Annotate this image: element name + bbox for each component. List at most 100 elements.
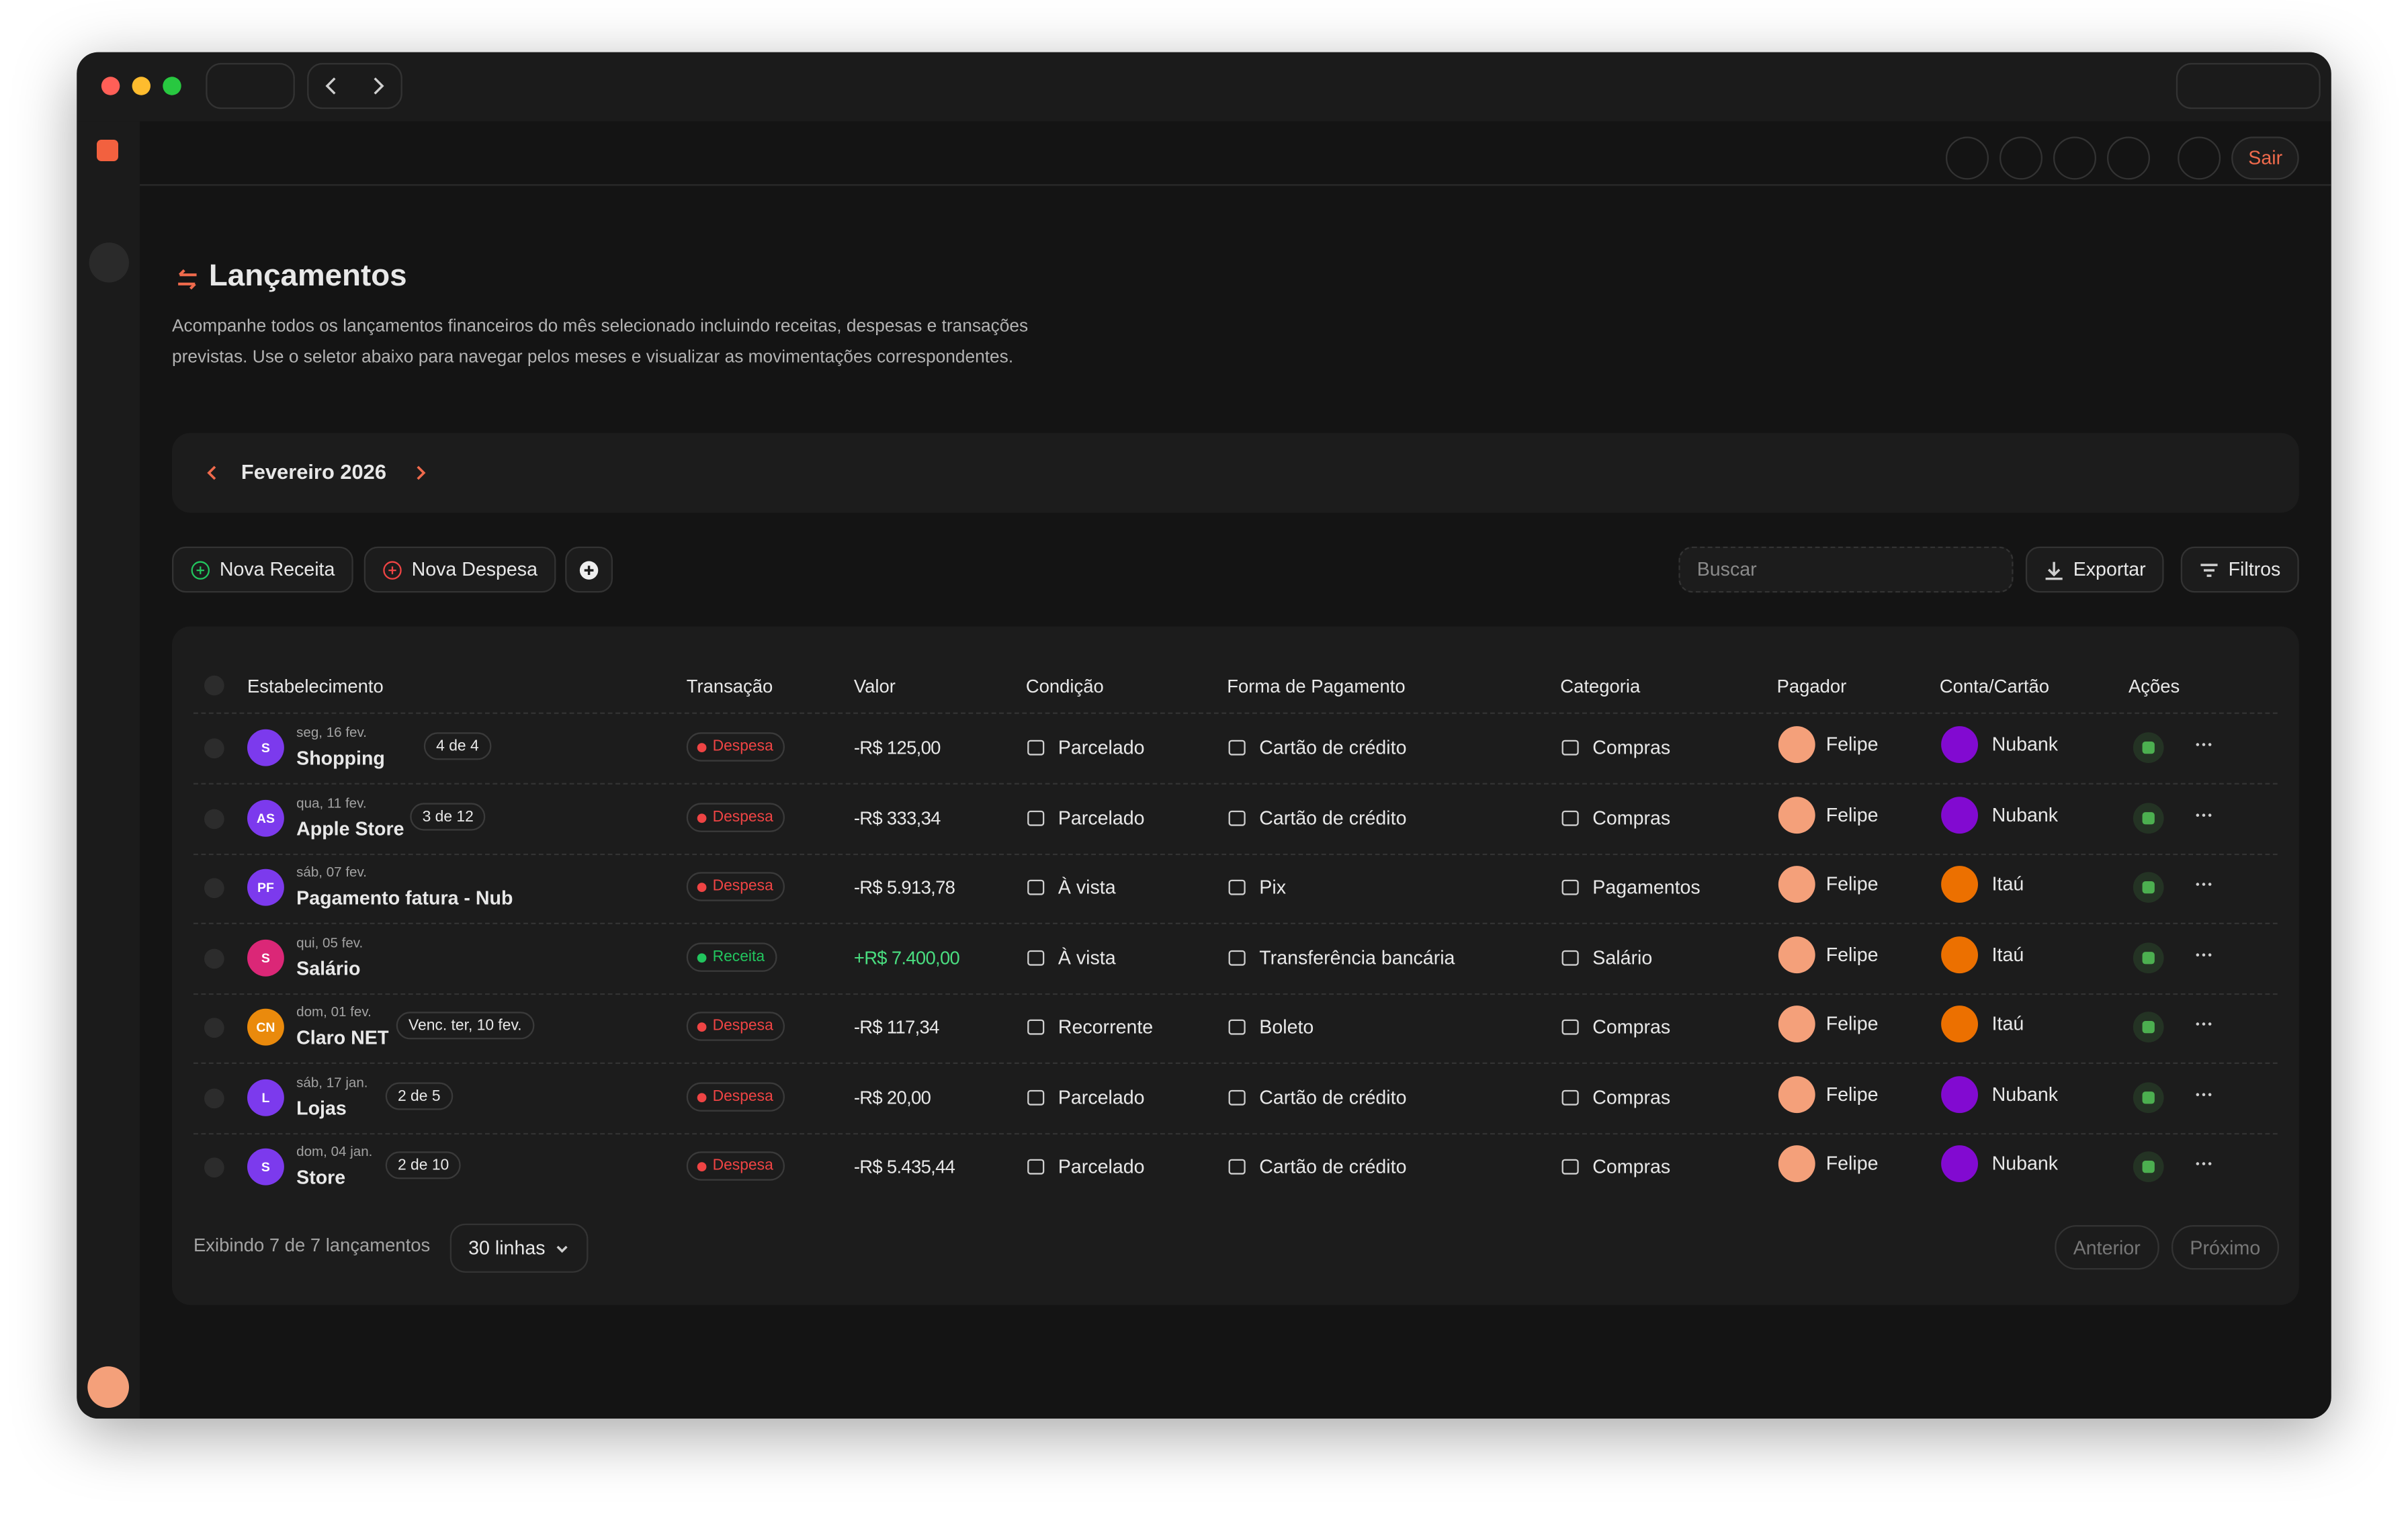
icon xyxy=(1027,1159,1045,1175)
plus-icon xyxy=(191,560,210,579)
more-button[interactable] xyxy=(2193,734,2214,756)
navigation-buttons[interactable] xyxy=(307,62,402,109)
main: Sair Lançamentos Acompanhe todos os lanç… xyxy=(139,121,2331,1419)
more-button[interactable] xyxy=(2193,804,2214,825)
payer-avatar xyxy=(1778,1075,1815,1112)
privacy-button[interactable] xyxy=(2053,136,2096,180)
new-income-button[interactable]: Nova Receita xyxy=(171,546,353,593)
more-button[interactable] xyxy=(2193,1153,2214,1175)
status-dot xyxy=(697,883,707,892)
status-dot xyxy=(697,1162,707,1171)
notifications-button[interactable] xyxy=(1945,136,1989,180)
icon xyxy=(1561,1159,1579,1175)
approve-button[interactable] xyxy=(2133,872,2164,903)
thumb-icon xyxy=(2142,1020,2155,1034)
payer-avatar xyxy=(1778,936,1815,973)
next-button[interactable]: Próximo xyxy=(2171,1224,2279,1270)
row-divider xyxy=(193,852,2278,854)
approve-button[interactable] xyxy=(2133,942,2164,973)
row-badge: 2 de 5 xyxy=(385,1081,453,1110)
more-button[interactable] xyxy=(2193,1083,2214,1105)
more-button[interactable] xyxy=(2193,944,2214,965)
row-condition: Recorrente xyxy=(1058,1016,1154,1038)
row-name: Apple Store xyxy=(296,817,404,840)
icon xyxy=(1228,879,1246,895)
row-condition: À vista xyxy=(1058,946,1116,969)
transaction-pill: Despesa xyxy=(686,872,786,901)
row-checkbox[interactable] xyxy=(204,1087,224,1108)
status-dot xyxy=(697,1022,707,1032)
dot xyxy=(2202,743,2206,746)
account-logo xyxy=(1941,796,1978,833)
chevron xyxy=(556,1245,568,1253)
approve-button[interactable] xyxy=(2133,802,2164,833)
theme-button[interactable] xyxy=(2106,136,2150,180)
icon xyxy=(1027,809,1045,825)
thumb-icon xyxy=(2142,811,2155,824)
exit-button[interactable]: Sair xyxy=(2231,136,2300,180)
sidebar xyxy=(77,121,140,1419)
feedback-button[interactable] xyxy=(2178,136,2221,180)
account-logo xyxy=(1941,1075,1978,1112)
row-divider xyxy=(193,783,2278,785)
previous-month[interactable] xyxy=(203,463,221,482)
minimize-button[interactable] xyxy=(132,77,150,95)
approve-button[interactable] xyxy=(2133,732,2164,763)
avatar: S xyxy=(247,729,284,766)
column-header: Condição xyxy=(1025,675,1104,697)
avatar: AS xyxy=(247,799,284,836)
row-condition: Parcelado xyxy=(1058,807,1145,829)
new-expense-button[interactable]: Nova Despesa xyxy=(363,546,556,593)
filters-button[interactable]: Filtros xyxy=(2180,546,2299,593)
row-date: qui, 05 fev. xyxy=(296,934,363,950)
icon xyxy=(1228,740,1246,756)
label: Filtros xyxy=(2228,558,2281,580)
window-actions[interactable] xyxy=(2176,62,2321,109)
page-size-select[interactable]: 30 linhas xyxy=(449,1223,589,1273)
approve-button[interactable] xyxy=(2133,1151,2164,1182)
table-card: Exibindo 7 de 7 lançamentos 30 linhas An… xyxy=(171,626,2299,1305)
row-checkbox[interactable] xyxy=(204,878,224,899)
row-payment: Cartão de crédito xyxy=(1259,737,1407,759)
sidebar-toggle[interactable] xyxy=(206,62,295,109)
active-nav[interactable] xyxy=(89,242,129,283)
next-month[interactable] xyxy=(412,463,430,482)
row-account: Nubank xyxy=(1991,803,2059,825)
dot xyxy=(2196,1162,2200,1165)
add-button[interactable] xyxy=(565,546,613,593)
row-divider xyxy=(193,1062,2278,1064)
row-checkbox[interactable] xyxy=(204,808,224,829)
close-button[interactable] xyxy=(101,77,120,95)
row-divider xyxy=(193,992,2278,994)
approve-button[interactable] xyxy=(2133,1012,2164,1042)
thumb-icon xyxy=(2142,950,2155,964)
row-date: sáb, 17 jan. xyxy=(296,1073,368,1089)
more-button[interactable] xyxy=(2193,1014,2214,1035)
page-title: Lançamentos xyxy=(208,259,407,294)
row-checkbox[interactable] xyxy=(204,1018,224,1038)
more-button[interactable] xyxy=(2193,874,2214,895)
transaction-pill: Receita xyxy=(686,942,777,971)
transaction-pill: Despesa xyxy=(686,732,786,762)
row-checkbox[interactable] xyxy=(204,948,224,969)
table-row: PF sáb, 07 fev. Pagamento fatura - Nuba Des… xyxy=(172,854,2299,923)
user-avatar[interactable] xyxy=(87,1366,129,1408)
dot xyxy=(2202,952,2206,956)
zoom-button[interactable] xyxy=(163,77,181,95)
row-name: Shopping xyxy=(296,748,385,770)
transaction-pill: Despesa xyxy=(686,1151,786,1181)
row-payment: Boleto xyxy=(1259,1016,1314,1038)
approve-button[interactable] xyxy=(2133,1081,2164,1112)
export-button[interactable]: Exportar xyxy=(2025,546,2165,593)
row-category: Salário xyxy=(1592,946,1653,969)
search-input[interactable]: Buscar xyxy=(1678,546,2014,593)
previous-button[interactable]: Anterior xyxy=(2055,1224,2159,1270)
calculator-button[interactable] xyxy=(1999,136,2042,180)
row-checkbox[interactable] xyxy=(204,738,224,759)
row-checkbox[interactable] xyxy=(204,1157,224,1178)
row-name: Pagamento fatura - Nuba xyxy=(296,887,513,909)
dot xyxy=(2208,743,2212,746)
transaction-pill: Despesa xyxy=(686,1081,786,1111)
row-condition: Parcelado xyxy=(1058,1086,1145,1108)
row-category: Pagamentos xyxy=(1592,877,1701,899)
